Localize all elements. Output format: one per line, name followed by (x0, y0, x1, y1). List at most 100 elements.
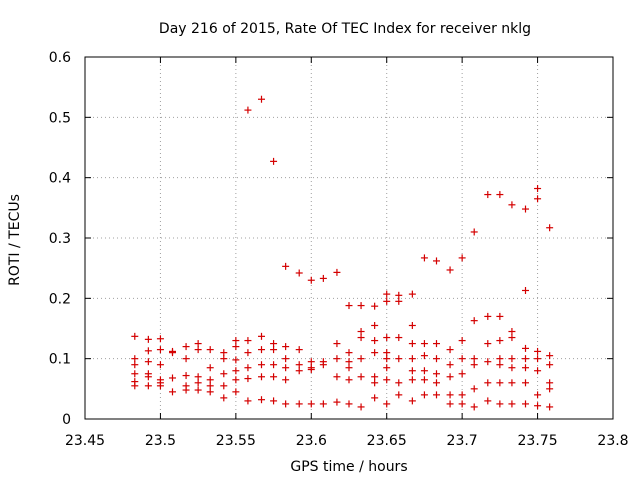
data-point (182, 386, 190, 394)
data-point (496, 191, 504, 199)
data-point (522, 400, 530, 408)
data-point (432, 355, 440, 363)
x-tick-label: 23.7 (447, 433, 478, 449)
data-point (220, 382, 228, 390)
data-point (484, 340, 492, 348)
data-point (508, 334, 516, 342)
data-point (546, 403, 554, 411)
data-point (458, 254, 466, 262)
data-point (295, 367, 303, 375)
data-point (508, 355, 516, 363)
data-point (270, 157, 278, 165)
data-point (470, 317, 478, 325)
data-point (432, 379, 440, 387)
data-point (420, 367, 428, 375)
data-point (432, 257, 440, 265)
x-tick-label: 23.75 (518, 433, 558, 449)
data-point (496, 312, 504, 320)
x-tick-label: 23.65 (367, 433, 407, 449)
data-point (232, 388, 240, 396)
data-point (220, 394, 228, 402)
data-point (232, 356, 240, 364)
data-point (395, 379, 403, 387)
data-point (484, 358, 492, 366)
data-point (345, 358, 353, 366)
data-point (244, 106, 252, 114)
x-tick-label: 23.6 (296, 433, 327, 449)
data-point (131, 370, 139, 378)
data-point (270, 340, 278, 348)
data-point (282, 262, 290, 270)
data-point (144, 373, 152, 381)
data-point (333, 373, 341, 381)
data-point (508, 201, 516, 209)
data-point (319, 400, 327, 408)
data-point (546, 352, 554, 360)
data-point (206, 376, 214, 384)
data-point (371, 321, 379, 329)
data-point (371, 373, 379, 381)
data-point (420, 340, 428, 348)
x-tick-label: 23.5 (145, 433, 176, 449)
data-point (194, 340, 202, 348)
y-tick-label: 0.3 (49, 231, 71, 247)
data-point (371, 349, 379, 357)
data-point (357, 334, 365, 342)
data-point (496, 337, 504, 345)
data-point (546, 361, 554, 369)
data-point (470, 403, 478, 411)
data-point (496, 400, 504, 408)
data-point (496, 361, 504, 369)
y-tick-label: 0.6 (49, 50, 71, 66)
data-point (508, 379, 516, 387)
data-point (522, 344, 530, 352)
data-point (383, 290, 391, 298)
data-point (470, 361, 478, 369)
data-point (319, 361, 327, 369)
data-point (232, 337, 240, 345)
data-point (534, 402, 542, 410)
data-point (383, 376, 391, 384)
chart-title: Day 216 of 2015, Rate Of TEC Index for r… (159, 21, 531, 37)
data-point (408, 397, 416, 405)
data-point (357, 403, 365, 411)
data-point (534, 367, 542, 375)
data-point (232, 343, 240, 351)
data-point (270, 361, 278, 369)
data-point (194, 386, 202, 394)
y-tick-label: 0.5 (49, 110, 71, 126)
data-point (383, 355, 391, 363)
axis-ticks (84, 56, 614, 420)
data-point (458, 355, 466, 363)
data-point (295, 269, 303, 277)
y-axis-title: ROTI / TECUs (7, 194, 23, 286)
data-point (206, 382, 214, 390)
data-point (395, 355, 403, 363)
data-point (470, 385, 478, 393)
data-point (432, 370, 440, 378)
data-point (522, 205, 530, 213)
data-point (333, 355, 341, 363)
data-point (446, 266, 454, 274)
data-point (446, 346, 454, 354)
data-point (371, 337, 379, 345)
data-point (319, 274, 327, 282)
data-point (420, 254, 428, 262)
data-point (131, 361, 139, 369)
data-point (357, 328, 365, 336)
data-point (144, 347, 152, 355)
data-point (345, 400, 353, 408)
data-point (258, 95, 266, 103)
data-point (295, 346, 303, 354)
data-point (156, 335, 164, 343)
data-point (534, 391, 542, 399)
data-point (258, 332, 266, 340)
data-point (333, 268, 341, 276)
x-tick-label: 23.45 (65, 433, 105, 449)
data-point (258, 396, 266, 404)
data-point (131, 355, 139, 363)
data-point (131, 332, 139, 340)
data-point (408, 290, 416, 298)
data-point (470, 228, 478, 236)
